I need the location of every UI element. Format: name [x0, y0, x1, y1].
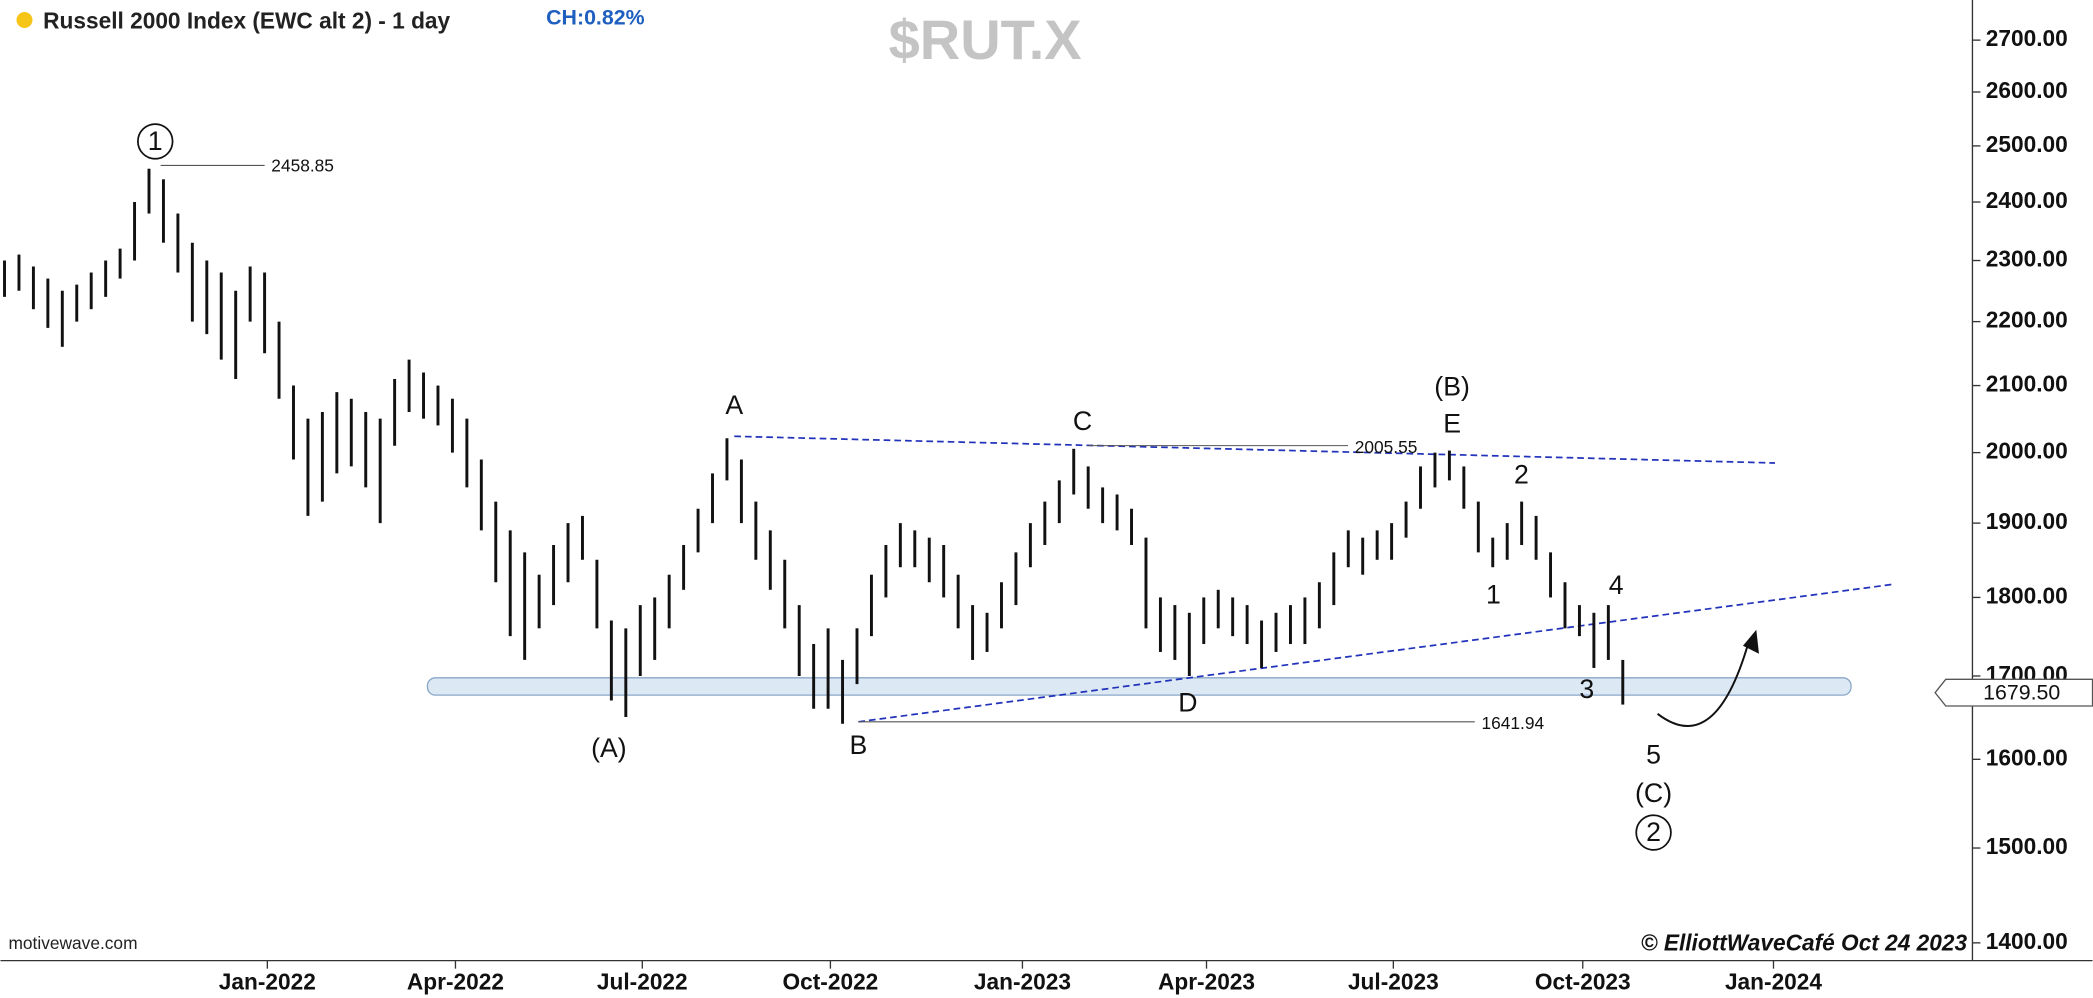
- y-tick-label: 1600.00: [1986, 744, 2068, 770]
- price-note: 2005.55: [1355, 437, 1418, 457]
- status-dot: [16, 12, 33, 29]
- y-tick-label: 2700.00: [1986, 25, 2068, 51]
- y-tick-label: 1900.00: [1986, 508, 2068, 534]
- wave-label: (A): [591, 733, 627, 763]
- x-tick-label: Oct-2022: [783, 968, 879, 994]
- y-tick-label: 1500.00: [1986, 833, 2068, 859]
- wave-label: A: [725, 390, 743, 420]
- wave-circle: [1635, 814, 1672, 851]
- upper-trendline: [734, 435, 1776, 464]
- price-note: 2458.85: [271, 155, 334, 175]
- y-tick-label: 2000.00: [1986, 438, 2068, 464]
- y-tick-label: 2300.00: [1986, 246, 2068, 272]
- wave-label: C: [1073, 406, 1092, 436]
- y-tick-label: 2600.00: [1986, 77, 2068, 103]
- copyright: © ElliottWaveCafé Oct 24 2023: [1641, 930, 1968, 956]
- wave-label: 2: [1514, 459, 1529, 489]
- y-tick-label: 2100.00: [1986, 371, 2068, 397]
- projection-arrow: [1656, 642, 1750, 727]
- price-note: 1641.94: [1481, 713, 1544, 733]
- x-tick-label: Apr-2022: [407, 968, 504, 994]
- wave-label: 2: [1646, 817, 1661, 847]
- wave-label: (C): [1635, 778, 1672, 808]
- wave-label: 5: [1646, 740, 1661, 770]
- y-tick-label: 1800.00: [1986, 582, 2068, 608]
- x-tick-label: Apr-2023: [1158, 968, 1255, 994]
- wave-circle: [137, 123, 174, 160]
- symbol-watermark: $RUT.X: [889, 8, 1082, 71]
- x-tick-label: Jan-2024: [1725, 968, 1822, 994]
- x-tick-label: Jan-2023: [974, 968, 1071, 994]
- y-tick-label: 2400.00: [1986, 187, 2068, 213]
- wave-label: D: [1178, 688, 1197, 718]
- x-tick-label: Jul-2022: [597, 968, 688, 994]
- arrow-head: [1742, 629, 1759, 654]
- x-tick-label: Oct-2023: [1535, 968, 1631, 994]
- chart-title: Russell 2000 Index (EWC alt 2) - 1 day: [43, 8, 450, 34]
- y-tick-label: 2500.00: [1986, 131, 2068, 157]
- x-tick-label: Jan-2022: [219, 968, 316, 994]
- source: motivewave.com: [8, 933, 137, 953]
- wave-label: B: [849, 730, 867, 760]
- wave-label: 4: [1609, 570, 1624, 600]
- last-price-label: 1679.50: [1983, 681, 2060, 705]
- wave-label: (B): [1434, 371, 1470, 401]
- wave-label: 3: [1579, 674, 1594, 704]
- y-tick-label: 2200.00: [1986, 307, 2068, 333]
- wave-label: 1: [148, 126, 163, 156]
- y-tick-label: 1400.00: [1986, 928, 2068, 954]
- wave-label: E: [1443, 409, 1461, 439]
- wave-label: 1: [1486, 579, 1501, 609]
- change: CH:0.82%: [546, 5, 644, 29]
- x-tick-label: Jul-2023: [1348, 968, 1439, 994]
- lower-trendline: [858, 583, 1893, 723]
- support-band: [426, 677, 1852, 696]
